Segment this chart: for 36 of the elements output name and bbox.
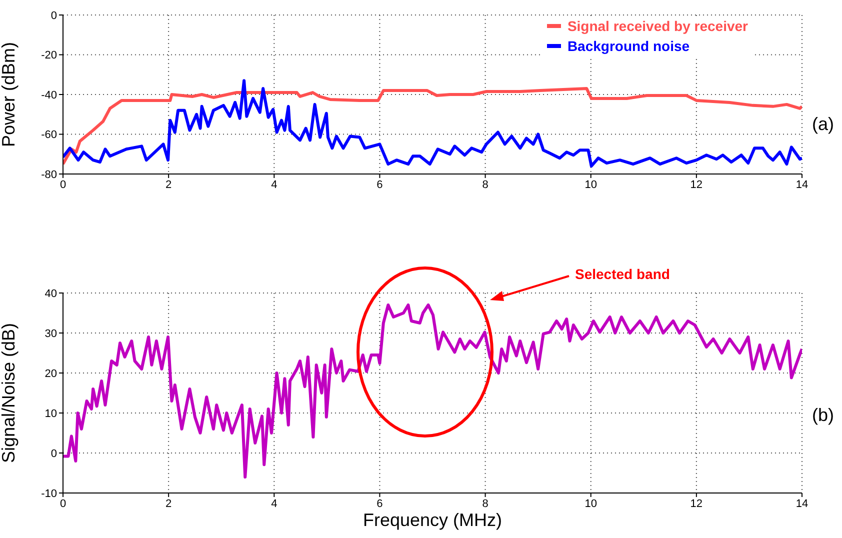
x-axis-title: Frequency (MHz)	[362, 510, 502, 530]
x-tick-label: 2	[166, 498, 172, 510]
y-tick-label: 0	[50, 10, 57, 22]
y-tick-label: -20	[41, 50, 57, 62]
x-tick-label: 6	[376, 178, 383, 191]
y-tick-label: 30	[44, 328, 57, 340]
x-tick-label: 4	[271, 178, 278, 191]
x-tick-label: 14	[796, 178, 808, 191]
y-tick-label: -80	[41, 168, 57, 181]
y-axis-title: Signal/Noise (dB)	[0, 322, 18, 464]
y-tick-label: 20	[44, 368, 57, 380]
legend-label: Signal received by receiver	[567, 17, 748, 36]
y-tick-label: 10	[44, 408, 57, 420]
y-tick-label: 40	[44, 288, 57, 300]
x-tick-label: 14	[796, 498, 808, 510]
line-series	[63, 304, 802, 478]
x-tick-label: 12	[690, 178, 703, 191]
y-tick-label: -40	[41, 89, 57, 102]
x-tick-label: 10	[584, 178, 597, 191]
x-tick-label: 8	[482, 178, 488, 191]
x-tick-label: 10	[584, 498, 597, 510]
text: Selected band	[575, 266, 670, 282]
x-tick-label: 2	[166, 178, 172, 191]
x-tick-label: 6	[376, 498, 383, 510]
x-tick-label: 8	[482, 498, 488, 510]
y-tick-label: -10	[41, 488, 57, 500]
y-tick-label: -60	[41, 129, 57, 142]
legend-label: Background noise	[567, 37, 690, 56]
y-axis-title: Power (dBm)	[0, 42, 18, 148]
x-tick-label: 4	[271, 498, 278, 510]
x-tick-label: 0	[60, 498, 66, 510]
x-tick-label: 12	[690, 498, 703, 510]
text: (a)	[812, 114, 834, 134]
x-tick-label: 0	[60, 178, 66, 191]
y-tick-label: 0	[50, 448, 57, 460]
text: (b)	[812, 404, 834, 426]
